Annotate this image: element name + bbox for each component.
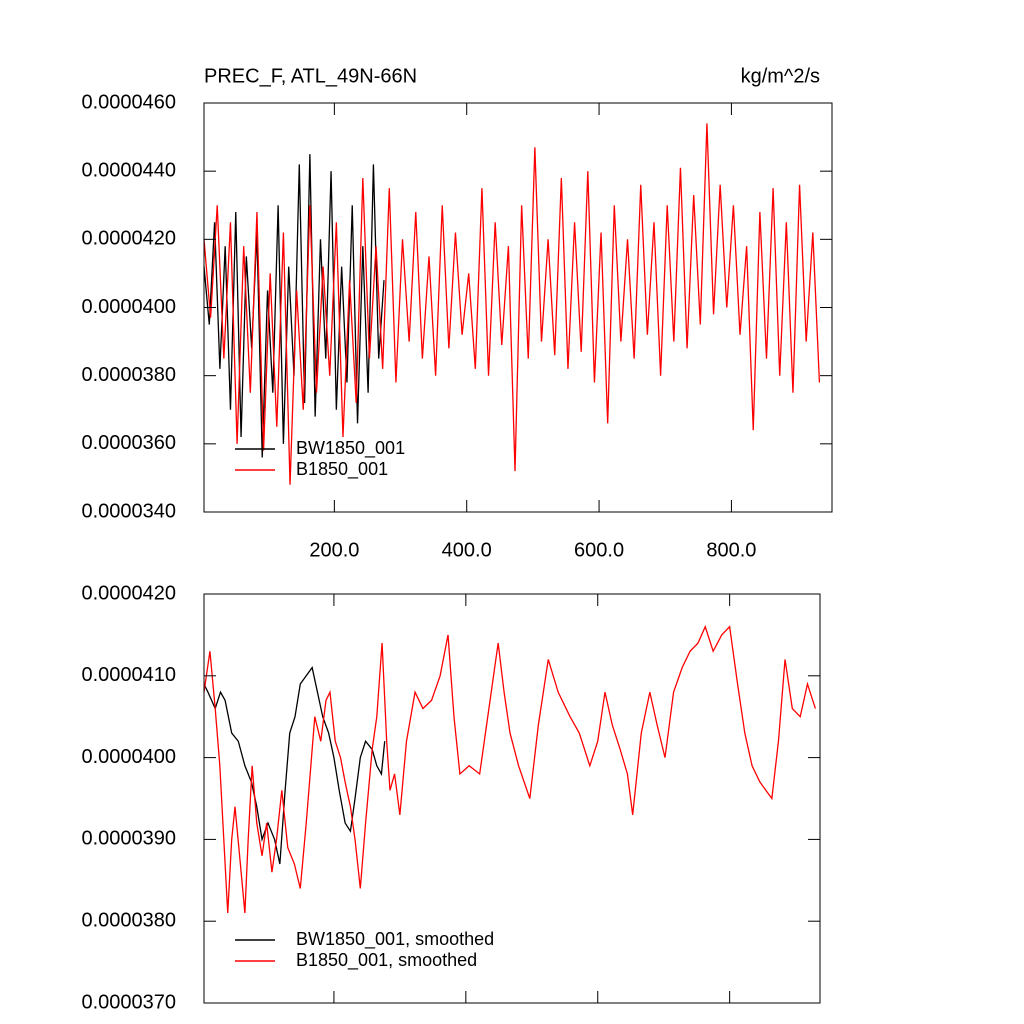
y-tick-label: 0.0000440: [81, 159, 176, 181]
legend-label: B1850_001, smoothed: [296, 950, 477, 971]
units-label: kg/m^2/s: [741, 65, 820, 87]
y-tick-label: 0.0000360: [81, 432, 176, 454]
x-tick-label: 800.0: [706, 539, 756, 561]
y-tick-label: 0.0000380: [81, 909, 176, 931]
data-line: [203, 624, 816, 914]
y-tick-label: 0.0000420: [81, 228, 176, 250]
y-tick-label: 0.0000410: [81, 664, 176, 686]
y-tick-label: 0.0000380: [81, 364, 176, 386]
legend-label: BW1850_001, smoothed: [296, 929, 494, 950]
y-tick-label: 0.0000400: [81, 746, 176, 768]
data-line: [203, 123, 821, 485]
y-tick-label: 0.0000400: [81, 296, 176, 318]
x-tick-label: 600.0: [574, 539, 624, 561]
legend-label: BW1850_001: [296, 438, 405, 459]
y-tick-label: 0.0000460: [81, 91, 176, 113]
x-tick-label: 200.0: [309, 539, 359, 561]
y-tick-label: 0.0000390: [81, 828, 176, 850]
y-tick-label: 0.0000420: [81, 582, 176, 604]
plot-frame: [203, 593, 821, 1004]
x-tick-label: 400.0: [442, 539, 492, 561]
chart-title: PREC_F, ATL_49N-66N: [204, 65, 417, 87]
y-tick-label: 0.0000370: [81, 991, 176, 1013]
data-line: [203, 666, 386, 865]
y-tick-label: 0.0000340: [81, 500, 176, 522]
legend-label: B1850_001: [296, 459, 388, 480]
